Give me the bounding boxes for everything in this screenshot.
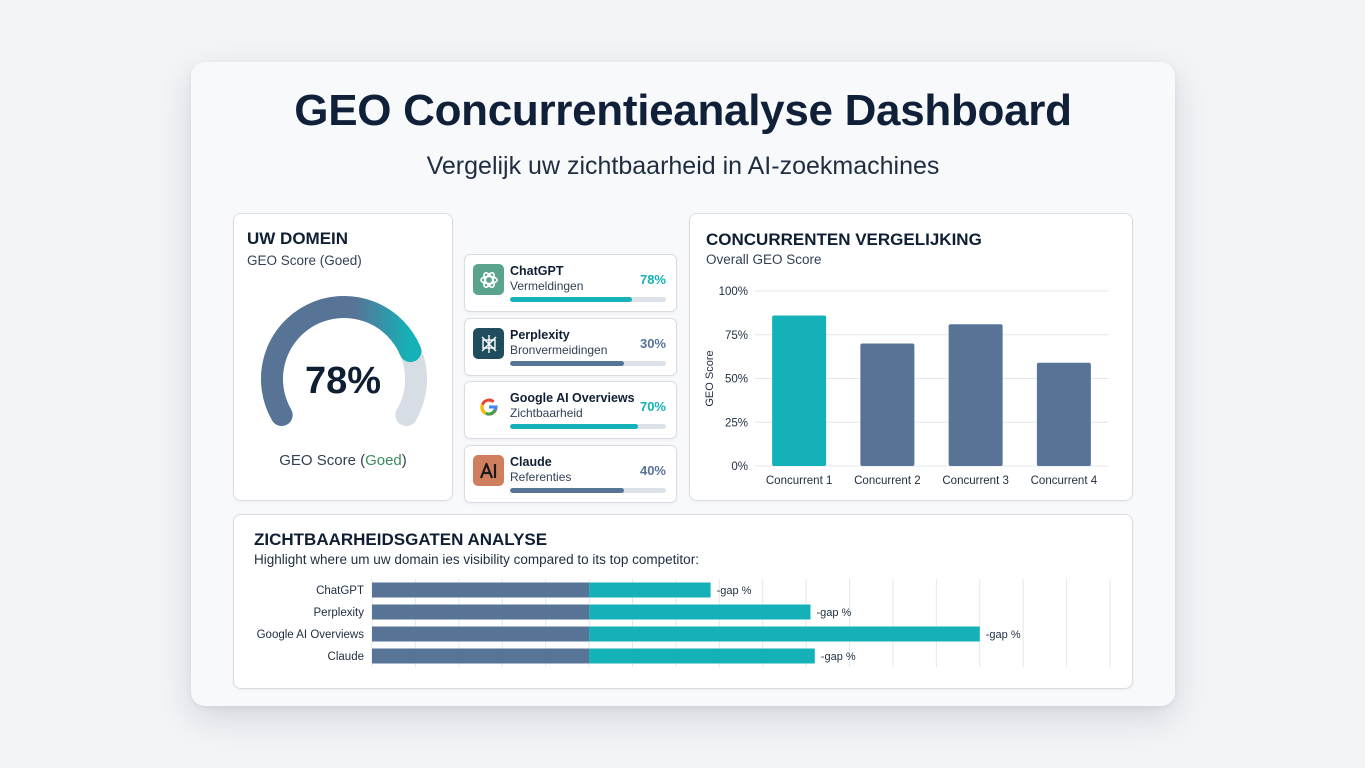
comparison-card-subtitle: Overall GEO Score [706,252,822,267]
gauge-caption-prefix: GEO Score ( [279,452,366,469]
platform-card-chatgpt[interactable]: ChatGPT Vermeldingen 78% [464,254,677,312]
google-icon [473,391,504,422]
platform-name: Perplexity [510,328,570,342]
platform-progress-fill [510,361,624,366]
competitor-bar-chart: 0% 25% 50% 75% 100% GEO Score Concurrent 1 Conc… [704,286,1108,487]
platform-progress-fill [510,488,624,493]
bar-concurrent-1[interactable] [772,315,827,467]
page-title: GEO Concurrentieanalyse Dashboard [294,86,1072,135]
gap-data-label: -gap % [717,585,752,597]
domain-card-title: UW DOMEIN [247,229,349,248]
comparison-card-title: CONCURRENTEN VERGELIJKING [706,230,982,249]
platform-progress-track [510,488,666,493]
visibility-gap-chart: ChatGPT -gap % Perplexity -gap % Google AI O… [257,579,1111,667]
platform-percent: 30% [639,336,666,351]
y-tick-label: 75% [725,330,748,342]
gap-data-label: -gap % [821,651,856,663]
bar-concurrent-3[interactable] [948,324,1003,466]
gap-row-label: Perplexity [314,607,365,619]
platform-name: Google AI Overviews [510,391,635,405]
y-tick-label: 50% [725,374,748,386]
gap-data-label: -gap % [816,607,851,619]
platform-progress-fill [510,424,638,429]
gap-row-label: ChatGPT [316,585,364,597]
y-tick-label: 100% [719,286,748,298]
gauge-value: 78% [304,360,382,402]
platform-metric: Referenties [510,470,572,484]
gauge-fill [261,295,422,426]
domain-score-card: UW DOMEIN GEO Score (Goed) 78% GEO Score… [233,213,453,501]
bar-concurrent-2[interactable] [860,343,915,467]
platform-metric: Vermeldingen [510,279,584,293]
x-tick-label: Concurrent 1 [766,475,832,487]
platform-name: Claude [510,455,552,469]
platform-progress-track [510,361,666,366]
platform-percent: 40% [639,463,666,478]
platform-card-claude[interactable]: Claude Referenties 40% [464,445,677,503]
gap-card-title: ZICHTBAARHEIDSGATEN ANALYSE [254,530,548,549]
platform-progress-track [510,297,666,302]
bar-concurrent-4[interactable] [1036,362,1091,466]
platform-progress-track [510,424,666,429]
platform-percent: 78% [639,272,666,287]
gap-bar-gap[interactable] [589,626,980,642]
gap-bar-gap[interactable] [589,604,811,620]
gap-card-subtitle: Highlight where um uw domain ies visibil… [254,552,699,567]
gauge-caption: GEO Score (Goed) [234,452,452,469]
x-tick-label: Concurrent 4 [1031,475,1098,487]
page-subtitle: Vergelijk uw zichtbaarheid in AI-zoekmac… [426,152,940,180]
gap-bar-base[interactable] [372,582,590,598]
chatgpt-icon [473,264,504,295]
gap-bar-base[interactable] [372,648,590,664]
gap-row-label: Claude [328,651,364,663]
gap-data-label: -gap % [986,629,1021,641]
y-axis-label: GEO Score [704,350,716,406]
platform-metric: Bronvermeidingen [510,343,608,357]
competitor-comparison-card: CONCURRENTEN VERGELIJKING Overall GEO Sc… [689,213,1133,501]
gap-bar-gap[interactable] [589,582,711,598]
gap-row-label: Google AI Overviews [257,629,365,641]
x-tick-label: Concurrent 3 [942,475,1008,487]
domain-card-subtitle: GEO Score (Goed) [247,253,362,268]
geo-score-gauge [261,295,427,426]
platform-card-perplexity[interactable]: Perplexity Bronvermeidingen 30% [464,318,677,376]
visibility-gap-card: ZICHTBAARHEIDSGATEN ANALYSE Highlight wh… [233,514,1133,689]
dashboard-panel: GEO Concurrentieanalyse Dashboard Vergel… [191,62,1175,706]
platform-progress-fill [510,297,632,302]
y-tick-label: 25% [725,417,748,429]
gap-bar-base[interactable] [372,604,590,620]
platform-metric: Zichtbaarheid [510,406,583,420]
claude-icon [473,455,504,486]
gap-bar-base[interactable] [372,626,590,642]
y-tick-label: 0% [731,461,748,473]
platform-name: ChatGPT [510,264,564,278]
gauge-caption-suffix: ) [401,452,407,469]
platform-percent: 70% [639,399,666,414]
platform-card-google-ai-overviews[interactable]: Google AI Overviews Zichtbaarheid 70% [464,381,677,439]
gauge-caption-status: Goed [365,452,402,469]
x-tick-label: Concurrent 2 [854,475,920,487]
perplexity-icon [473,328,504,359]
gap-bar-gap[interactable] [589,648,815,664]
